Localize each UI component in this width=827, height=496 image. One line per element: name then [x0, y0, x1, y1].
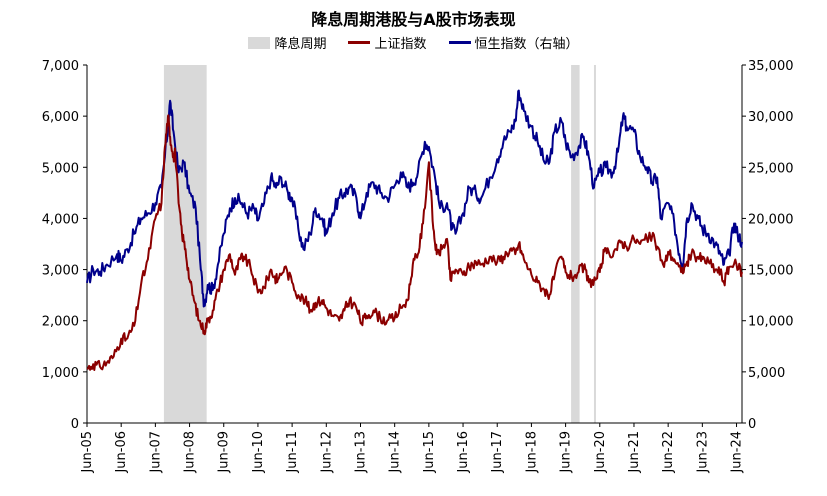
x-tick-label: Jun-19: [559, 431, 574, 474]
legend-swatch-series1: [348, 41, 371, 44]
y-left-tick-label: 7,000: [42, 59, 79, 74]
x-tick-label: Jun-21: [627, 431, 642, 474]
y-left-tick-label: 5,000: [42, 161, 79, 176]
shade-period-2: [593, 65, 596, 423]
y-left-tick-label: 2,000: [42, 315, 79, 330]
y-left-tick-label: 0: [71, 417, 79, 432]
x-tick-label: Jun-08: [183, 431, 198, 474]
x-tick-label: Jun-17: [490, 431, 505, 474]
legend-item-series2: 恒生指数（右轴）: [448, 33, 579, 52]
x-tick-label: Jun-13: [353, 431, 368, 474]
y-right-tick-label: 15,000: [748, 264, 794, 279]
x-tick-label: Jun-18: [524, 431, 539, 474]
x-tick-label: Jun-23: [695, 431, 710, 474]
x-tick-label: Jun-09: [217, 431, 232, 474]
y-right-tick-label: 10,000: [748, 315, 794, 330]
legend-label-series1: 上证指数: [374, 37, 427, 52]
y-right-tick-label: 20,000: [748, 212, 794, 227]
series-line-shanghai: [86, 114, 743, 371]
y-left-tick-label: 4,000: [42, 212, 79, 227]
x-tick-label: Jun-20: [593, 431, 608, 474]
x-tick-label: Jun-10: [251, 431, 266, 474]
shade-period-1: [571, 65, 580, 423]
y-left-tick-label: 3,000: [42, 264, 79, 279]
y-left-tick-label: 1,000: [42, 366, 79, 381]
legend-item-shade: 降息周期: [248, 33, 326, 52]
chart-title: 降息周期港股与A股市场表现: [311, 10, 516, 29]
legend-item-series1: 上证指数: [348, 33, 427, 52]
y-right-tick-label: 0: [748, 417, 756, 432]
x-tick-label: Jun-22: [661, 431, 676, 474]
legend-label-series2: 恒生指数（右轴）: [474, 37, 579, 52]
y-right-tick-label: 25,000: [748, 161, 794, 176]
legend-swatch-series2: [448, 41, 471, 44]
x-tick-label: Jun-05: [80, 431, 95, 474]
series-line-hangseng: [86, 89, 743, 308]
legend-label-shade: 降息周期: [274, 37, 327, 52]
x-tick-label: Jun-14: [388, 431, 403, 474]
chart-legend: 降息周期 上证指数 恒生指数（右轴）: [0, 33, 827, 52]
y-right-tick-label: 30,000: [748, 110, 794, 125]
x-tick-label: Jun-15: [422, 431, 437, 474]
y-right-tick-label: 5,000: [748, 366, 785, 381]
x-tick-label: Jun-11: [285, 431, 300, 474]
x-tick-label: Jun-12: [319, 431, 334, 474]
legend-swatch-shade: [248, 36, 271, 49]
x-tick-label: Jun-06: [114, 431, 129, 474]
x-tick-label: Jun-24: [730, 431, 745, 474]
y-right-tick-label: 35,000: [748, 59, 794, 74]
x-tick-label: Jun-07: [148, 431, 163, 474]
x-tick-label: Jun-16: [456, 431, 471, 474]
y-left-tick-label: 6,000: [42, 110, 79, 125]
